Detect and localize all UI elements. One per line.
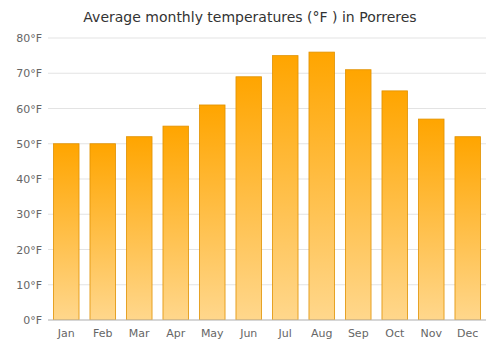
y-tick-label: 20°F	[16, 244, 42, 257]
x-axis-line	[48, 320, 486, 321]
bar	[163, 126, 189, 320]
y-tick-label: 0°F	[23, 314, 42, 327]
x-tick-label: Jun	[239, 327, 257, 340]
x-tick-label: Aug	[311, 327, 332, 340]
grid-line	[48, 73, 486, 74]
chart-root: Average monthly temperatures (°F ) in Po…	[0, 0, 500, 350]
bar	[90, 144, 116, 320]
y-tick-label: 30°F	[16, 208, 42, 221]
bar	[345, 70, 371, 320]
bar	[382, 91, 408, 320]
bar	[199, 105, 225, 320]
y-tick-label: 70°F	[16, 67, 42, 80]
y-tick-label: 10°F	[16, 279, 42, 292]
x-tick-label: May	[201, 327, 224, 340]
x-tick-label: Feb	[93, 327, 112, 340]
grid-line	[48, 320, 486, 321]
y-tick-label: 80°F	[16, 32, 42, 45]
bar	[126, 137, 152, 320]
x-tick-label: Sep	[348, 327, 369, 340]
x-tick-label: Dec	[457, 327, 478, 340]
x-tick-label: Nov	[421, 327, 443, 340]
title: Average monthly temperatures (°F ) in Po…	[83, 9, 416, 25]
x-tick-label: Mar	[129, 327, 150, 340]
bars	[53, 52, 480, 320]
y-tick-label: 60°F	[16, 103, 42, 116]
x-tick-label: Oct	[385, 327, 405, 340]
grid-line	[48, 38, 486, 39]
x-tick-label: Apr	[166, 327, 186, 340]
x-tick-label: Jan	[57, 327, 75, 340]
bar	[53, 144, 79, 320]
bar	[236, 77, 262, 320]
bar	[309, 52, 335, 320]
bar	[272, 56, 298, 320]
bar	[455, 137, 481, 320]
y-tick-label: 40°F	[16, 173, 42, 186]
y-tick-label: 50°F	[16, 138, 42, 151]
y-axis: 0°F 10°F 20°F 30°F 40°F 50°F 60°F 70°F 80°F	[16, 32, 486, 327]
grid-line	[48, 108, 486, 109]
chart: Average monthly temperatures (°F ) in Po…	[0, 0, 500, 350]
x-axis: Jan Feb Mar Apr May Jun Jul Aug Sep Oct Nov Dec	[48, 320, 486, 340]
bar	[418, 119, 444, 320]
x-tick-label: Jul	[278, 327, 292, 340]
